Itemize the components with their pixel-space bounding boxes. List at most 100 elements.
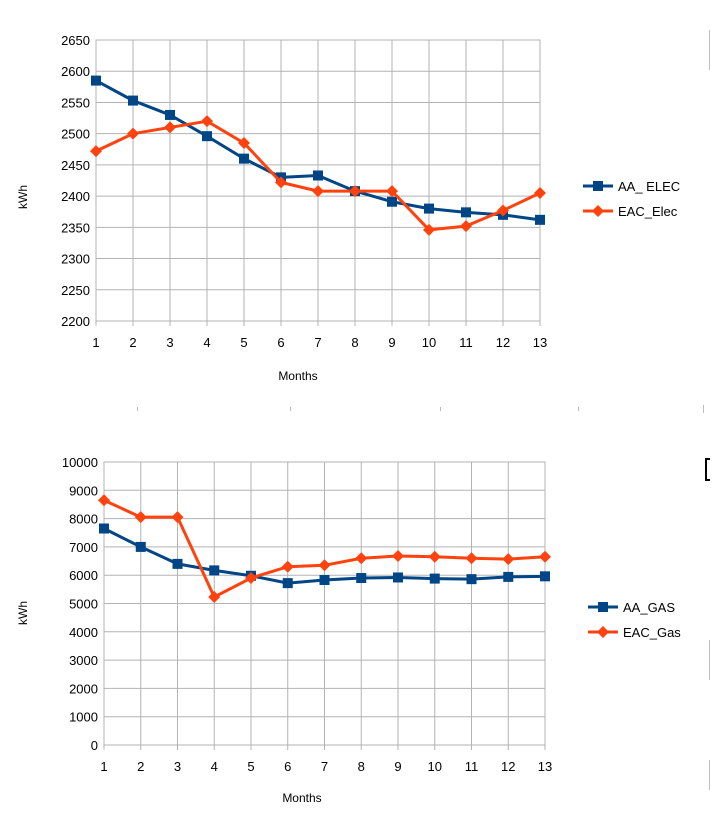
elec-point	[239, 153, 249, 164]
elec-y-tick-label: 2650	[61, 33, 90, 48]
elec-x-tick-label: 5	[240, 335, 247, 350]
elec-y-tick-label: 2600	[61, 64, 90, 79]
elec-y-tick-label: 2300	[61, 252, 90, 267]
elec-x-tick-label: 2	[129, 335, 136, 350]
electricity-chart: 2200 2250 2300 2350 2400 2450 2500 2550 2600 2650…	[16, 33, 680, 383]
elec-x-tick-label: 10	[422, 335, 436, 350]
gas-x-tick-label: 6	[284, 759, 291, 774]
elec-legend: AA_ ELEC EAC_Elec	[583, 179, 680, 219]
separator-tick	[703, 405, 704, 413]
elec-legend-marker	[593, 181, 603, 191]
gas-point	[172, 558, 183, 569]
gas-point	[318, 559, 331, 572]
elec-point	[90, 145, 102, 158]
gas-x-tick-label: 5	[247, 759, 254, 774]
elec-x-tick-label: 1	[92, 335, 99, 350]
elec-point	[312, 185, 324, 198]
gas-y-tick-label: 3000	[69, 653, 98, 668]
elec-y-ticks: 2200 2250 2300 2350 2400 2450 2500 2550 2600 2650	[61, 33, 90, 329]
elec-point	[275, 176, 287, 189]
gas-legend: AA_GAS EAC_Gas	[588, 600, 681, 640]
gas-legend-marker	[597, 626, 609, 638]
gas-y-tick-label: 1000	[69, 710, 98, 725]
elec-point	[128, 95, 138, 106]
gas-legend-label: AA_GAS	[623, 600, 675, 615]
elec-point	[202, 131, 212, 142]
elec-x-tick-label: 13	[533, 335, 547, 350]
elec-point	[127, 127, 139, 140]
elec-y-tick-label: 2350	[61, 220, 90, 235]
gas-chart: 0 1000 2000 3000 4000 5000 6000 7000 8000 9000 100…	[16, 455, 681, 805]
separator-tick	[578, 407, 579, 411]
gas-point	[502, 553, 515, 566]
elec-y-tick-label: 2400	[61, 189, 90, 204]
gas-point	[393, 572, 403, 583]
elec-point	[201, 115, 213, 128]
gas-x-tick-label: 8	[358, 759, 365, 774]
elec-point	[91, 75, 101, 86]
elec-point	[349, 185, 361, 198]
edge-mark	[709, 760, 710, 790]
gas-x-ticks: 1 2 3 4 5 6 7 8 9 10 11 12 13	[100, 745, 552, 774]
separator-tick	[137, 407, 138, 411]
gas-x-tick-label: 4	[211, 759, 218, 774]
gas-y-ticks: 0 1000 2000 3000 4000 5000 6000 7000 8000 9000 100…	[62, 455, 98, 753]
gas-legend-label: EAC_Gas	[623, 625, 681, 640]
elec-point	[423, 223, 435, 236]
elec-point	[387, 196, 397, 207]
gas-y-tick-label: 5000	[69, 597, 98, 612]
elec-point	[164, 121, 176, 134]
gas-x-tick-label: 13	[538, 759, 552, 774]
elec-legend-label: EAC_Elec	[618, 204, 678, 219]
gas-x-tick-label: 1	[100, 759, 107, 774]
gas-point	[356, 573, 367, 584]
elec-point	[165, 109, 175, 120]
elec-y-tick-label: 2550	[61, 95, 90, 110]
gas-point	[98, 494, 110, 507]
elec-x-axis-title: Months	[278, 369, 317, 383]
elec-y-axis-title: kWh	[16, 185, 30, 209]
elec-x-tick-label: 4	[203, 335, 210, 350]
gas-point	[429, 573, 440, 584]
gas-point	[134, 511, 147, 524]
gas-x-tick-label: 10	[428, 759, 442, 774]
gas-y-tick-label: 4000	[69, 625, 98, 640]
gas-point	[208, 590, 221, 603]
separator-tick	[290, 407, 291, 411]
gas-x-tick-label: 7	[321, 759, 328, 774]
elec-point	[534, 186, 546, 199]
gas-x-tick-label: 3	[174, 759, 181, 774]
elec-x-tick-label: 12	[496, 335, 510, 350]
gas-y-tick-label: 2000	[69, 681, 98, 696]
gas-point	[171, 511, 184, 524]
elec-grid	[95, 39, 541, 322]
gas-point	[539, 550, 551, 563]
gas-y-tick-label: 9000	[69, 483, 98, 498]
gas-point	[135, 541, 146, 552]
gas-y-tick-label: 6000	[69, 568, 98, 583]
elec-point	[313, 170, 323, 181]
gas-point	[209, 565, 220, 576]
edge-mark	[709, 30, 710, 70]
gas-point	[282, 578, 293, 589]
gas-grid	[103, 461, 546, 746]
gas-x-tick-label: 2	[137, 759, 144, 774]
elec-x-tick-label: 9	[388, 335, 395, 350]
bracket-mark	[705, 458, 710, 481]
gas-x-tick-label: 12	[501, 759, 515, 774]
elec-x-tick-label: 3	[166, 335, 173, 350]
elec-x-tick-label: 6	[277, 335, 284, 350]
gas-y-tick-label: 7000	[69, 540, 98, 555]
elec-y-tick-label: 2200	[61, 314, 90, 329]
elec-x-tick-label: 11	[459, 335, 473, 350]
gas-point	[355, 552, 368, 565]
gas-point	[428, 550, 441, 563]
elec-point	[461, 207, 471, 218]
gas-point	[99, 523, 109, 534]
gas-x-tick-label: 9	[394, 759, 401, 774]
gas-y-tick-label: 8000	[69, 512, 98, 527]
gas-series	[98, 494, 551, 603]
gas-y-tick-label: 0	[91, 738, 98, 753]
gas-point	[503, 571, 514, 582]
